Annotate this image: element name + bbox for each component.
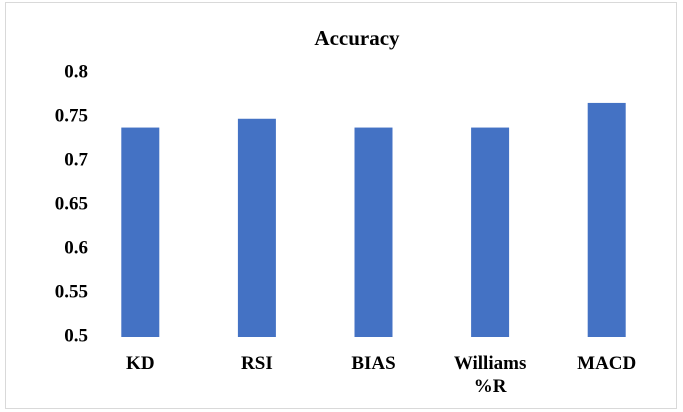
x-tick-label: RSI	[241, 353, 273, 374]
x-tick-label: Williams %R	[454, 353, 527, 397]
y-tick-label: 0.8	[64, 61, 88, 82]
y-tick-label: 0.5	[64, 325, 88, 346]
x-tick-label: KD	[126, 353, 155, 374]
x-tick-label: BIAS	[351, 353, 395, 374]
y-tick-label: 0.65	[55, 193, 88, 214]
bar	[121, 127, 160, 337]
bar	[471, 127, 510, 337]
bar	[354, 127, 393, 337]
y-tick-label: 0.55	[55, 281, 88, 302]
y-tick-label: 0.75	[55, 105, 88, 126]
y-tick-label: 0.7	[64, 149, 88, 170]
y-tick-label: 0.6	[64, 237, 88, 258]
chart-title: Accuracy	[314, 26, 400, 50]
bar	[587, 102, 626, 337]
bar	[237, 118, 276, 337]
chart-frame	[5, 2, 677, 409]
x-tick-label: MACD	[577, 353, 636, 374]
